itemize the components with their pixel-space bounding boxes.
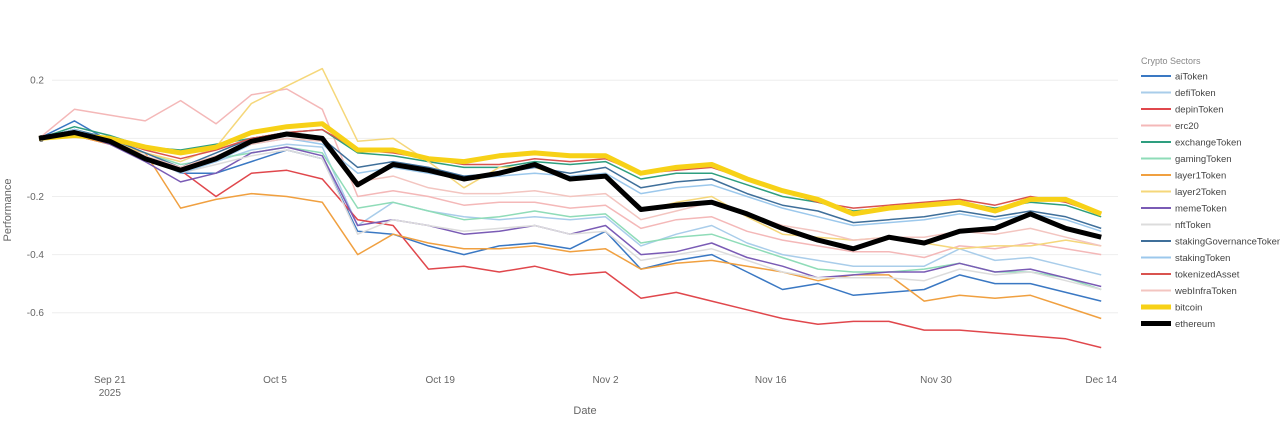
legend-item-gamingToken[interactable]: gamingToken	[1175, 154, 1232, 165]
y-tick-label: -0.6	[27, 308, 45, 319]
series-line-ethereum	[38, 130, 1102, 252]
series-lines	[38, 67, 1103, 349]
x-tick-label: Nov 30	[920, 375, 952, 386]
x-tick-sublabel: 2025	[99, 388, 122, 399]
y-tick-label: 0.2	[30, 76, 44, 87]
x-tick-label: Oct 19	[426, 375, 456, 386]
series-line-layer2Token	[38, 67, 1102, 250]
series-line-bitcoin	[38, 121, 1103, 217]
legend-item-stakingGovernanceToken[interactable]: stakingGovernanceToken	[1175, 237, 1280, 248]
x-axis-label: Date	[573, 405, 596, 417]
series-line-depinToken	[38, 134, 1102, 349]
legend-item-nftToken[interactable]: nftToken	[1175, 220, 1211, 231]
legend-item-aiToken[interactable]: aiToken	[1175, 72, 1208, 83]
y-axis-label: Performance	[2, 179, 14, 242]
y-axis-ticks: 0.20-0.2-0.4-0.6	[27, 76, 45, 319]
x-tick-label: Dec 14	[1085, 375, 1117, 386]
legend: Crypto Sectors aiToken defiToken depinToke…	[1141, 56, 1280, 330]
series-line-stakingGovernanceToken	[38, 128, 1102, 230]
x-axis-ticks: Sep 21 2025 Oct 5 Oct 19 Nov 2 Nov 16 Nov 30 De…	[94, 375, 1118, 399]
legend-item-stakingToken[interactable]: stakingToken	[1175, 253, 1230, 264]
legend-item-defiToken[interactable]: defiToken	[1175, 88, 1216, 99]
series-line-layer1Token	[38, 134, 1102, 320]
legend-item-tokenizedAsset[interactable]: tokenizedAsset	[1175, 270, 1240, 281]
legend-item-ethereum[interactable]: ethereum	[1175, 319, 1215, 330]
legend-item-layer1Token[interactable]: layer1Token	[1175, 171, 1226, 182]
x-tick-label: Sep 21	[94, 375, 126, 386]
gridlines	[52, 79, 1118, 314]
legend-item-bitcoin[interactable]: bitcoin	[1175, 303, 1202, 314]
legend-item-webInfraToken[interactable]: webInfraToken	[1174, 286, 1237, 297]
series-line-tokenizedAsset	[38, 128, 1102, 215]
x-tick-label: Nov 16	[755, 375, 787, 386]
legend-item-layer2Token[interactable]: layer2Token	[1175, 187, 1226, 198]
series-line-stakingToken	[38, 128, 1102, 233]
legend-item-memeToken[interactable]: memeToken	[1175, 204, 1227, 215]
series-line-erc20	[38, 88, 1102, 259]
legend-item-erc20[interactable]: erc20	[1175, 121, 1199, 132]
y-tick-label: -0.2	[27, 192, 45, 203]
y-tick-label: -0.4	[27, 250, 45, 261]
legend-item-depinToken[interactable]: depinToken	[1175, 105, 1224, 116]
series-line-nftToken	[38, 131, 1102, 291]
legend-item-exchangeToken[interactable]: exchangeToken	[1175, 138, 1242, 149]
series-line-webInfraToken	[38, 131, 1102, 247]
x-tick-label: Oct 5	[263, 375, 287, 386]
x-tick-label: Nov 2	[592, 375, 619, 386]
legend-title: Crypto Sectors	[1141, 56, 1201, 66]
